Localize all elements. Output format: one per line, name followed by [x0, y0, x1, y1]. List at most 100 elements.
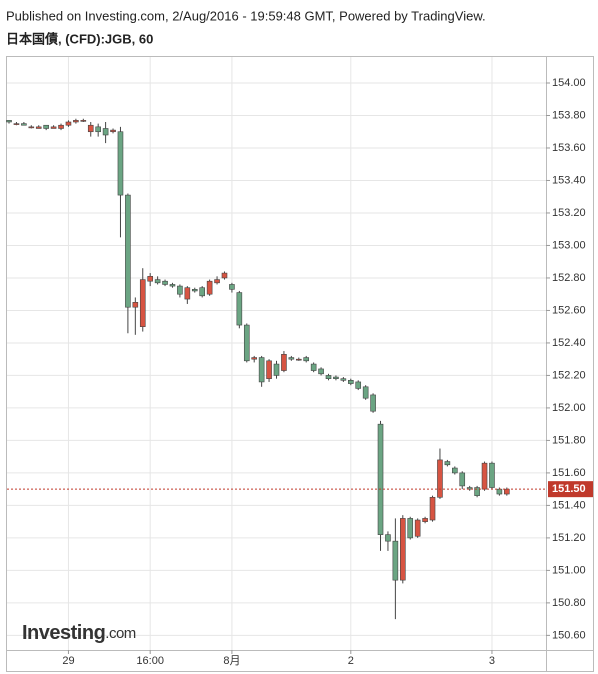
candle-body — [229, 284, 235, 290]
candle-body — [147, 276, 153, 282]
last-price-box — [548, 481, 593, 498]
candle-body — [266, 360, 272, 379]
candle-body — [422, 518, 428, 522]
candle-body — [177, 285, 183, 295]
candle-body — [243, 324, 250, 362]
y-tick-label: 152.40 — [552, 337, 586, 349]
candle-body — [162, 280, 168, 285]
candle-body — [169, 284, 176, 287]
candle-body — [184, 287, 191, 300]
candle-body — [400, 518, 406, 581]
candle-body — [370, 394, 376, 412]
y-tick-label: 152.00 — [552, 402, 586, 414]
y-tick-label: 154.00 — [552, 77, 586, 89]
x-tick-label: 2 — [348, 655, 354, 667]
x-tick-label: 8月 — [223, 655, 240, 667]
candle-body — [199, 287, 205, 297]
candle-body — [65, 121, 72, 126]
candle-body — [132, 302, 139, 308]
y-tick-label: 152.80 — [552, 272, 586, 284]
candle-body — [452, 467, 458, 474]
candle-body — [496, 488, 503, 495]
candle-body — [6, 120, 12, 123]
candle-body — [333, 376, 339, 379]
candle-body — [95, 126, 101, 133]
candle-body — [110, 129, 116, 133]
y-tick-label: 153.60 — [552, 142, 586, 154]
candle-body — [28, 126, 35, 129]
candle-body — [281, 354, 287, 371]
candle-body — [288, 357, 295, 360]
candle-body — [362, 386, 369, 399]
candle-body — [414, 519, 421, 537]
candle-body — [80, 120, 87, 122]
candle-body — [444, 461, 451, 466]
candle-body — [466, 487, 473, 490]
candle-body — [117, 131, 124, 196]
candle-body — [325, 375, 332, 379]
candle-body — [347, 380, 354, 384]
candle-body — [392, 540, 399, 581]
candle-body — [21, 123, 27, 126]
y-tick-label: 151.60 — [552, 467, 586, 479]
candle-body — [102, 128, 109, 136]
candle-body — [340, 378, 347, 381]
candle-body — [58, 124, 64, 129]
grid — [7, 57, 546, 650]
candle-body — [481, 462, 488, 490]
candles — [6, 118, 546, 620]
candle-body — [206, 280, 213, 295]
candle-body — [221, 272, 228, 279]
candle-body — [437, 459, 443, 498]
candle-body — [139, 279, 146, 327]
candle-body — [125, 194, 131, 308]
x-tick-label: 3 — [489, 655, 495, 667]
y-tick-label: 151.00 — [552, 564, 586, 576]
logo-name: Investing — [22, 622, 105, 644]
candle-body — [50, 126, 57, 129]
candle-body — [318, 368, 324, 375]
candle-body — [43, 124, 49, 129]
candle-body — [295, 358, 302, 361]
candle-body — [385, 534, 391, 542]
candle-body — [377, 423, 384, 535]
candle-body — [191, 289, 198, 292]
frame — [6, 56, 594, 672]
candle-body — [251, 357, 258, 360]
y-tick-label: 153.40 — [552, 174, 586, 186]
y-tick-label: 151.80 — [552, 434, 586, 446]
y-tick-label: 150.80 — [552, 597, 586, 609]
logo: Investing.com — [22, 622, 136, 644]
candle-body — [214, 279, 220, 284]
candle-body — [459, 472, 466, 487]
candle-body — [236, 292, 243, 326]
candle-body — [474, 487, 480, 496]
candle-body — [154, 279, 161, 284]
y-tick-label: 151.40 — [552, 499, 586, 511]
candle-body — [407, 518, 414, 539]
candle-body — [73, 120, 79, 123]
candle-body — [273, 363, 280, 376]
candle-body — [489, 462, 495, 488]
candle-body — [35, 126, 42, 129]
x-tick-label: 16:00 — [136, 655, 164, 667]
candle-body — [13, 123, 20, 125]
y-tick-label: 152.60 — [552, 304, 586, 316]
last-price-label: 151.50 — [552, 483, 586, 495]
candle-body — [258, 357, 265, 383]
symbol-title: 日本国債, (CFD):JGB, 60 — [6, 31, 153, 46]
candle-body — [355, 381, 362, 389]
x-tick-label: 29 — [62, 655, 74, 667]
y-tick-label: 150.60 — [552, 629, 586, 641]
candle-body — [303, 357, 310, 362]
candle-body — [429, 496, 436, 521]
candle-body — [504, 488, 510, 495]
candle-body — [310, 363, 317, 371]
published-note: Published on Investing.com, 2/Aug/2016 -… — [6, 8, 486, 23]
logo-suffix: .com — [105, 625, 136, 642]
candle-body — [87, 124, 94, 133]
y-tick-label: 153.20 — [552, 207, 586, 219]
y-tick-label: 152.20 — [552, 369, 586, 381]
y-tick-label: 153.00 — [552, 239, 586, 251]
